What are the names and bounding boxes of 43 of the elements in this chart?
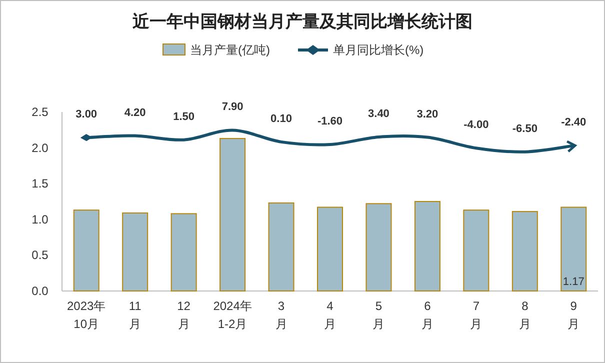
data-label: 3.40 (368, 108, 390, 120)
x-tick-label: 12 月 (177, 299, 191, 331)
bar (463, 210, 490, 292)
bar (268, 202, 294, 292)
legend-label: 当月产量(亿吨) (190, 43, 270, 57)
chart-title: 近一年中国钢材当月产量及其同比增长统计图 (132, 12, 472, 32)
x-tick-label: 7 月 (470, 299, 482, 331)
legend-label: 单月同比增长(%) (333, 43, 424, 57)
bar (73, 210, 100, 292)
x-tick-label: 3 月 (275, 299, 288, 331)
data-label: -2.40 (561, 116, 586, 129)
y-tick-label: 1.5 (32, 176, 49, 191)
data-label: 1.50 (173, 110, 195, 123)
x-tick-label: 2023年 10月 (67, 299, 106, 331)
bar (560, 206, 587, 292)
bar (220, 138, 246, 292)
y-tick-label: 1.0 (32, 212, 49, 226)
bar (414, 201, 440, 292)
y-tick-label: 0.0 (32, 284, 49, 298)
x-tick-label: 4 月 (324, 299, 336, 331)
data-label: 7.90 (222, 101, 244, 114)
x-tick-label: 6 月 (421, 299, 434, 331)
data-label: 3.20 (416, 108, 438, 120)
x-tick-label: 9 月 (568, 299, 580, 331)
x-tick-label: 11 月 (128, 299, 142, 331)
bar (122, 212, 148, 292)
data-label: 3.00 (76, 108, 98, 121)
y-tick-label: 2.0 (32, 140, 49, 155)
x-tick-label: 8 月 (518, 299, 531, 331)
data-label: 0.10 (270, 112, 292, 125)
bar (170, 213, 197, 292)
bar (317, 206, 343, 292)
x-tick-label: 5 月 (372, 299, 385, 331)
data-label: 1.17 (562, 276, 584, 288)
data-label: -6.50 (512, 122, 538, 135)
y-tick-label: 0.5 (32, 248, 49, 262)
x-tick-label: 2024年 1-2月 (213, 299, 252, 331)
data-label: -1.60 (317, 115, 343, 128)
data-label: -4.00 (464, 119, 489, 132)
bar (366, 203, 392, 292)
y-tick-label: 2.5 (32, 105, 49, 119)
bar (512, 211, 538, 292)
data-label: 4.20 (124, 106, 146, 119)
